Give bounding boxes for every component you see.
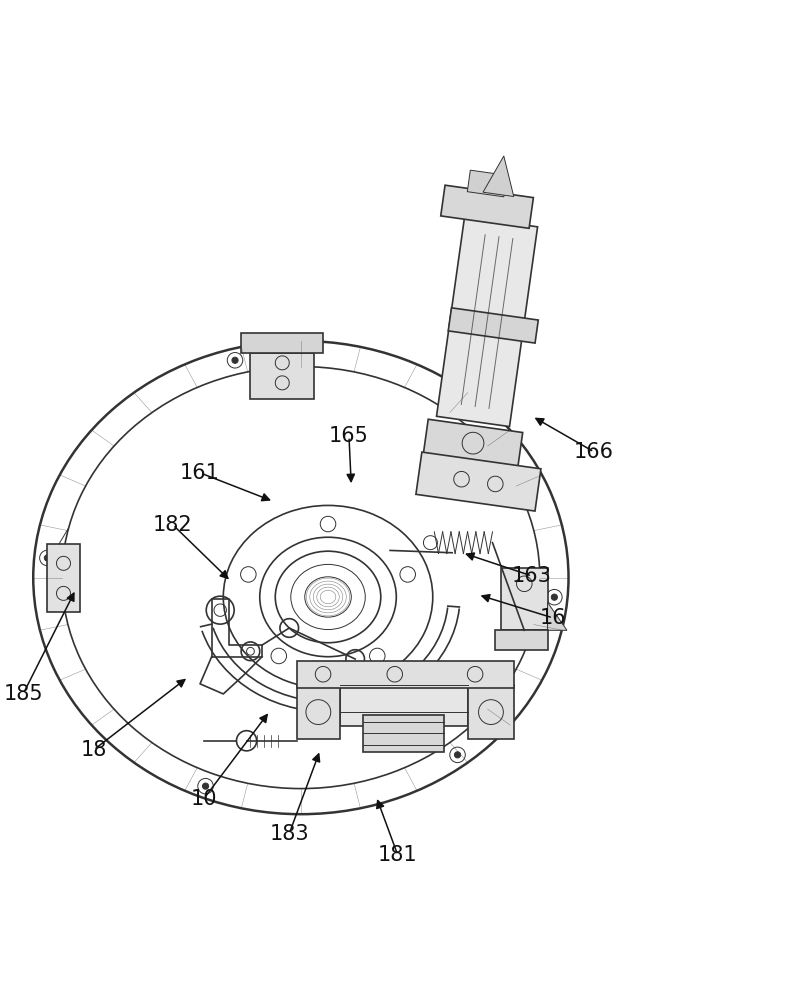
FancyBboxPatch shape <box>501 568 547 630</box>
Text: 163: 163 <box>512 566 552 586</box>
Circle shape <box>551 594 558 600</box>
Circle shape <box>232 357 238 363</box>
FancyBboxPatch shape <box>495 630 547 650</box>
Text: 18: 18 <box>81 740 107 760</box>
Circle shape <box>455 752 460 758</box>
Circle shape <box>369 648 385 664</box>
Circle shape <box>320 516 336 532</box>
Text: 166: 166 <box>574 442 614 462</box>
Text: 181: 181 <box>378 845 418 865</box>
Circle shape <box>450 747 465 763</box>
Circle shape <box>240 567 256 582</box>
FancyBboxPatch shape <box>251 353 314 399</box>
Polygon shape <box>441 185 533 228</box>
Polygon shape <box>448 308 539 343</box>
Polygon shape <box>467 170 507 197</box>
Polygon shape <box>547 602 567 630</box>
Text: 182: 182 <box>153 515 193 535</box>
Text: 185: 185 <box>3 684 43 704</box>
Circle shape <box>455 397 460 403</box>
FancyBboxPatch shape <box>297 685 339 739</box>
Circle shape <box>44 555 51 561</box>
Polygon shape <box>437 217 538 427</box>
Circle shape <box>547 589 562 605</box>
FancyBboxPatch shape <box>467 685 514 739</box>
Polygon shape <box>416 452 541 511</box>
FancyBboxPatch shape <box>241 333 324 353</box>
Text: 183: 183 <box>270 824 309 844</box>
Text: 161: 161 <box>180 463 220 483</box>
Circle shape <box>271 648 286 664</box>
Circle shape <box>400 567 415 582</box>
FancyBboxPatch shape <box>363 715 445 752</box>
Circle shape <box>40 550 55 566</box>
Text: 16: 16 <box>539 608 566 628</box>
Circle shape <box>198 778 214 794</box>
Circle shape <box>202 783 209 789</box>
FancyBboxPatch shape <box>47 544 80 612</box>
Text: 165: 165 <box>329 426 369 446</box>
FancyBboxPatch shape <box>297 661 514 688</box>
Circle shape <box>450 393 465 408</box>
Polygon shape <box>423 419 523 467</box>
FancyBboxPatch shape <box>339 671 467 726</box>
Circle shape <box>227 353 243 368</box>
Text: 10: 10 <box>191 789 218 809</box>
Polygon shape <box>483 156 514 197</box>
